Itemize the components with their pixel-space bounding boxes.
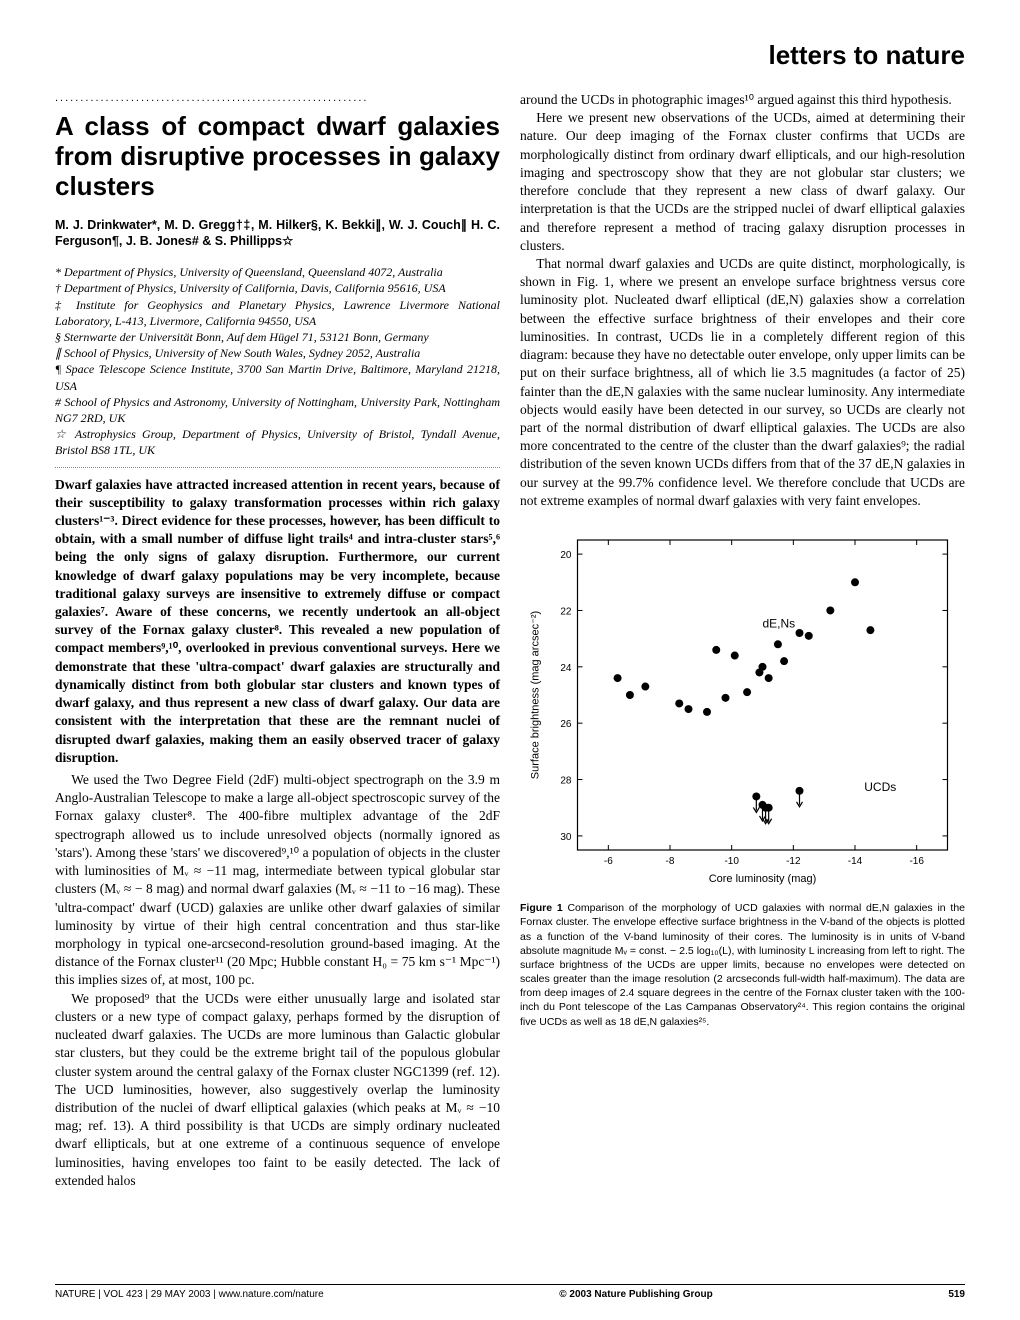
- svg-text:26: 26: [560, 719, 572, 730]
- abstract: Dwarf galaxies have attracted increased …: [55, 476, 500, 768]
- svg-text:-10: -10: [724, 856, 739, 867]
- footer-center: © 2003 Nature Publishing Group: [559, 1289, 713, 1300]
- page-footer: NATURE | VOL 423 | 29 MAY 2003 | www.nat…: [55, 1284, 965, 1300]
- svg-text:-6: -6: [604, 856, 613, 867]
- article-title: A class of compact dwarf galaxies from d…: [55, 112, 500, 202]
- figure-caption: Figure 1 Comparison of the morphology of…: [520, 901, 965, 1029]
- svg-text:22: 22: [560, 606, 572, 617]
- caption-text: Comparison of the morphology of UCD gala…: [520, 902, 965, 1027]
- section-header: letters to nature: [55, 40, 965, 71]
- svg-text:30: 30: [560, 832, 572, 843]
- svg-text:20: 20: [560, 550, 572, 561]
- author-list: M. J. Drinkwater*, M. D. Gregg†‡, M. Hil…: [55, 217, 500, 251]
- right-column: around the UCDs in photographic images¹⁰…: [520, 91, 965, 1190]
- svg-text:Core luminosity (mag): Core luminosity (mag): [709, 873, 817, 885]
- left-column: ........................................…: [55, 91, 500, 1190]
- footer-left: NATURE | VOL 423 | 29 MAY 2003 | www.nat…: [55, 1289, 324, 1300]
- body-paragraph: We proposed⁹ that the UCDs were either u…: [55, 990, 500, 1190]
- figure-1: -6 -8 -10 -12 -14 -16 20 22 24 26 28 30 Core luminos…: [520, 530, 965, 1029]
- two-column-layout: ........................................…: [55, 91, 965, 1190]
- body-paragraph: We used the Two Degree Field (2dF) multi…: [55, 771, 500, 990]
- body-paragraph: around the UCDs in photographic images¹⁰…: [520, 91, 965, 109]
- affiliations: * Department of Physics, University of Q…: [55, 264, 500, 458]
- svg-text:UCDs: UCDs: [864, 780, 896, 794]
- caption-label: Figure 1: [520, 902, 563, 914]
- svg-text:dE,Ns: dE,Ns: [763, 616, 796, 630]
- svg-text:Surface brightness (mag arcsec: Surface brightness (mag arcsec⁻²): [530, 611, 542, 779]
- svg-text:-14: -14: [848, 856, 863, 867]
- scatter-plot: -6 -8 -10 -12 -14 -16 20 22 24 26 28 30 Core luminos…: [520, 530, 965, 890]
- svg-text:-16: -16: [909, 856, 924, 867]
- svg-text:28: 28: [560, 776, 572, 787]
- svg-text:-12: -12: [786, 856, 801, 867]
- svg-text:24: 24: [560, 663, 572, 674]
- body-paragraph: Here we present new observations of the …: [520, 109, 965, 255]
- dotted-divider: [55, 467, 500, 468]
- dotted-rule: ........................................…: [55, 91, 500, 106]
- svg-text:-8: -8: [666, 856, 675, 867]
- footer-right: 519: [948, 1289, 965, 1300]
- body-paragraph: That normal dwarf galaxies and UCDs are …: [520, 255, 965, 510]
